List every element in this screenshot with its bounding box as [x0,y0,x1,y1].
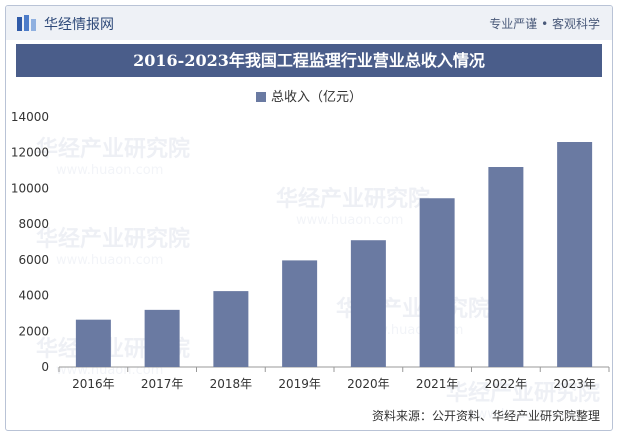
watermark-text: 华经产业研究院 [36,136,190,162]
chart-title: 2016-2023年我国工程监理行业营业总收入情况 [16,44,602,77]
x-tick-label: 2017年 [141,377,184,391]
watermark-url: www.huaon.com [466,407,573,422]
y-tick-label: 12000 [11,146,49,160]
header-bar: 华经情报网 专业严谨 • 客观科学 [6,6,612,40]
bar [419,198,455,367]
y-tick-label: 8000 [18,217,49,231]
x-tick-label: 2020年 [347,377,390,391]
watermark-url: www.huaon.com [56,253,163,268]
watermark-url: www.huaon.com [296,213,403,228]
y-tick-label: 6000 [18,253,49,267]
bar [75,319,111,367]
bar [144,309,180,367]
y-tick-label: 0 [41,360,49,374]
y-tick-label: 14000 [11,110,49,124]
bar [213,291,249,367]
x-tick-label: 2018年 [210,377,253,391]
watermark-text: 华经产业研究院 [446,380,600,406]
brand-slogan: 专业严谨 • 客观科学 [489,17,600,31]
bar [350,240,386,367]
legend-swatch [255,92,266,102]
y-tick-label: 4000 [18,289,49,303]
brand-logo-icon [17,15,36,31]
x-tick-label: 2016年 [72,377,115,391]
x-tick-label: 2021年 [416,377,459,391]
source-note: 资料来源：公开资料、华经产业研究院整理 [371,409,600,423]
y-tick-label: 10000 [11,181,49,195]
chart-legend: 总收入（亿元） [6,86,612,105]
legend-label: 总收入（亿元） [270,90,362,105]
bar [557,142,593,367]
bar [282,260,318,367]
y-tick-label: 2000 [18,324,49,338]
watermark-url: www.huaon.com [56,163,163,178]
x-tick-label: 2023年 [553,377,596,391]
watermark-text: 华经产业研究院 [36,226,190,252]
watermark-text: 华经产业研究院 [276,186,430,212]
x-tick-label: 2022年 [485,377,528,391]
report-card: 华经情报网 专业严谨 • 客观科学 2016-2023年我国工程监理行业营业总收… [5,5,613,431]
x-tick-label: 2019年 [278,377,321,391]
bar-chart: 华经产业研究院www.huaon.com华经产业研究院www.huaon.com… [11,110,610,422]
brand-name: 华经情报网 [44,17,114,33]
bar [488,167,524,367]
